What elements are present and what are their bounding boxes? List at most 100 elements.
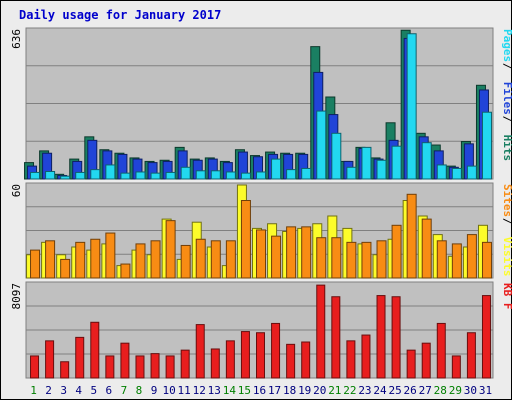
x-tick-label: 20 [313,384,326,397]
bar-sites [436,240,447,279]
x-tick-label: 19 [298,384,311,397]
bar-sites [210,240,221,279]
bar-sites [301,226,312,279]
bar-kb-f [180,349,190,379]
x-tick-label: 4 [75,384,82,397]
bar-kb-f [195,324,205,379]
bar-kb-f [391,296,401,379]
x-tick-label: 31 [479,384,492,397]
bar-sites [75,241,86,279]
bar-sites [481,241,492,279]
bar-kb-f [346,340,356,379]
x-tick-label: 16 [253,384,266,397]
x-tick-label: 17 [268,384,281,397]
bar-pages [75,171,86,180]
bar-sites [225,240,236,279]
y-axis-max-label: 8097 [10,283,23,310]
bar-sites [30,249,41,279]
bar-kb-f [135,355,145,379]
bar-pages [436,164,447,180]
bar-pages [421,142,432,180]
bar-pages [165,171,176,180]
bar-kb-f [165,355,175,379]
bar-pages [481,111,492,180]
legend-visits: Visits [501,237,512,277]
bar-kb-f [150,353,160,379]
bar-kb-f [90,321,100,379]
bar-pages [346,166,357,180]
bar-pages [225,171,236,180]
x-tick-label: 7 [121,384,128,397]
bar-kb-f [286,343,296,379]
x-tick-label: 18 [283,384,296,397]
x-tick-label: 26 [404,384,417,397]
bar-pages [466,165,477,180]
bar-sites [376,240,387,279]
bar-pages [286,169,297,180]
bar-kb-f [406,349,416,379]
bar-sites [135,243,146,279]
legend-kb-f: KB F [501,283,512,310]
bar-kb-f [376,295,386,379]
bar-sites [391,224,402,279]
x-tick-label: 23 [358,384,371,397]
bar-kb-f [75,336,85,379]
bar-pages [391,145,402,180]
bar-sites [90,238,101,279]
bar-kb-f [451,355,461,379]
bar-sites [331,237,342,279]
bar-sites [45,240,56,279]
bar-sites [271,235,282,279]
legend-hits: Hits [501,135,512,162]
x-tick-label: 3 [60,384,67,397]
bar-sites [240,200,251,279]
bar-sites [466,234,477,279]
bar-pages [180,166,191,180]
bar-pages [240,172,251,180]
x-tick-label: 13 [208,384,221,397]
bar-pages [301,167,312,180]
x-tick-label: 8 [136,384,143,397]
x-tick-label: 12 [193,384,206,397]
x-tick-label: 25 [388,384,401,397]
x-tick-label: 5 [90,384,97,397]
x-tick-label: 24 [373,384,387,397]
bar-sites [150,240,161,279]
chart-title: Daily usage for January 2017 [19,8,221,22]
bar-sites [60,258,71,279]
legend-files: Files [501,82,512,115]
y-axis-max-label: 60 [10,184,23,197]
legend-separator: / [501,116,512,123]
bar-kb-f [60,361,70,379]
bar-sites [361,241,372,279]
bar-sites [406,193,417,279]
bar-sites [316,237,327,279]
bar-kb-f [421,342,431,379]
x-tick-label: 10 [162,384,175,397]
bar-sites [451,243,462,279]
legend-separator: / [501,218,512,225]
bar-pages [316,110,327,180]
bar-pages [135,171,146,180]
bar-pages [256,171,266,180]
x-tick-label: 22 [343,384,356,397]
bar-kb-f [240,331,250,379]
x-tick-label: 29 [449,384,462,397]
bar-pages [30,171,41,180]
bar-kb-f [30,355,40,379]
legend-pages: Pages [501,29,512,62]
bar-kb-f [301,341,311,379]
bar-sites [421,218,432,279]
x-tick-label: 27 [419,384,432,397]
bar-pages [406,33,417,180]
bar-pages [361,146,372,180]
x-tick-label: 28 [434,384,447,397]
bar-kb-f [271,322,281,379]
bar-sites [180,244,191,279]
bar-kb-f [331,296,341,379]
x-tick-label: 6 [106,384,113,397]
bar-kb-f [361,334,371,379]
legend-separator: / [501,63,512,70]
